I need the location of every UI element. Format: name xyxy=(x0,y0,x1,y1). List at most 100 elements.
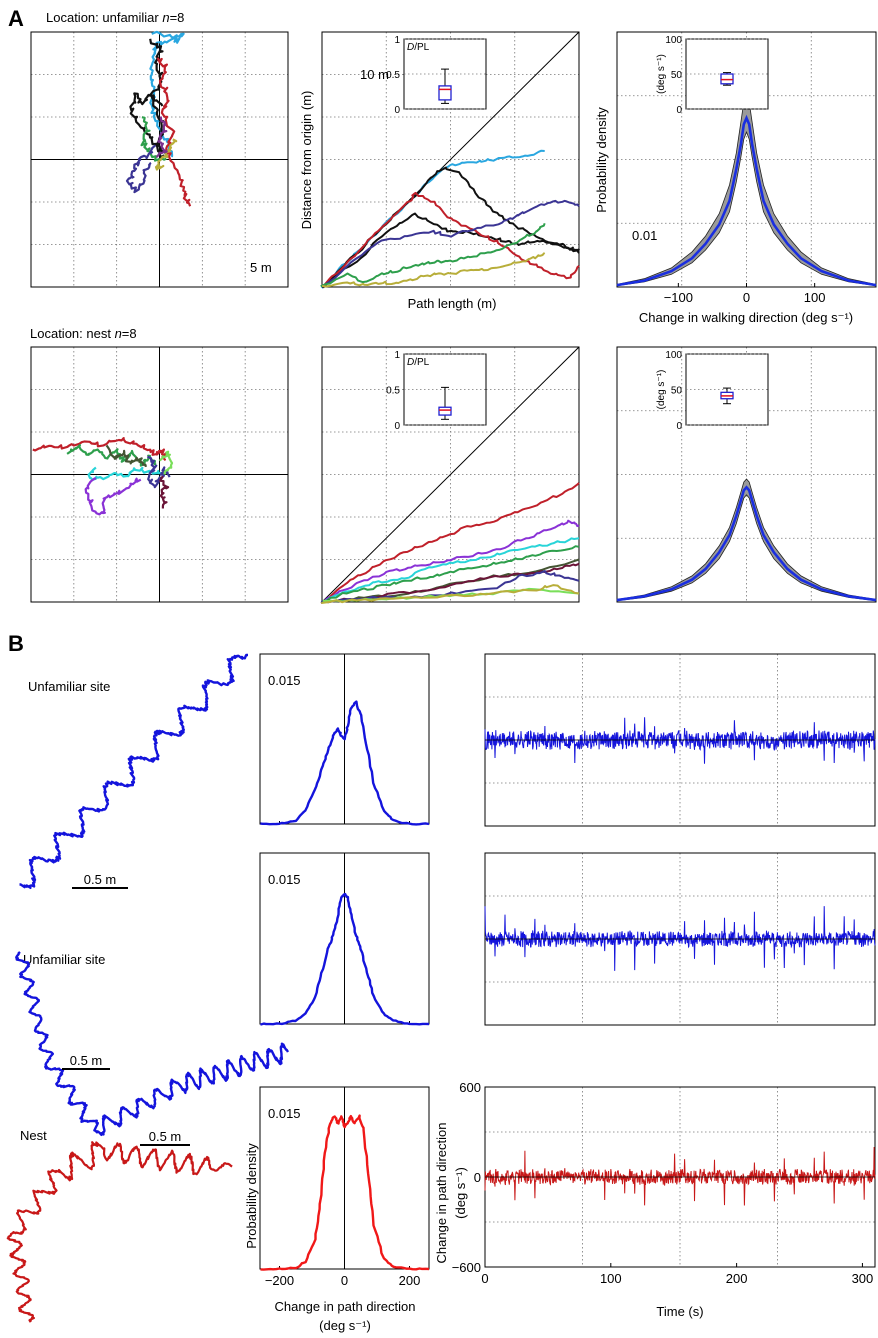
track-3-6 xyxy=(159,475,170,510)
inset-dpl-nest-title: D/PL xyxy=(407,357,430,368)
inset-dpl-unf-ytick: 0 xyxy=(394,105,400,116)
nest-tracks-plot xyxy=(30,346,289,603)
turn-unf-xtick: 100 xyxy=(804,290,826,305)
track-0-7 xyxy=(156,116,168,158)
track-3-4 xyxy=(84,477,142,516)
nest-displacement-plot xyxy=(320,346,580,604)
disp-4-3 xyxy=(322,545,580,604)
displacement-ylabel: Distance from origin (m) xyxy=(299,91,314,230)
turning-mean-2 xyxy=(616,114,877,287)
turning-ylabel: Probability density xyxy=(594,107,609,213)
turning-xlabel: Change in walking direction (deg s⁻¹) xyxy=(639,310,853,325)
inset-turn-nest-ytick: 0 xyxy=(676,421,682,432)
disp-1-3 xyxy=(322,191,580,288)
disp-1-6 xyxy=(321,252,546,288)
b-ts-xtick: 0 xyxy=(481,1271,488,1286)
b-ts-xtick: 100 xyxy=(600,1271,622,1286)
inset-turn-unf-ytick: 100 xyxy=(665,35,682,46)
inset-turn-nest-ytick: 50 xyxy=(671,386,683,397)
track-3-7 xyxy=(159,450,174,475)
inset-dpl-nest-title-rest: /PL xyxy=(414,357,429,368)
displacement-scalebar: 10 m xyxy=(360,67,389,82)
b-row3-density-scale: 0.015 xyxy=(268,1106,301,1121)
b-density-xtick: 0 xyxy=(341,1273,348,1288)
turning-mean-5 xyxy=(616,485,877,602)
track-0-4 xyxy=(140,116,167,162)
turn-unf-xtick: 0 xyxy=(743,290,750,305)
unfamiliar-title: Location: unfamiliar n=8 xyxy=(46,10,184,25)
b-path-tracings xyxy=(6,653,290,1323)
track-0-2 xyxy=(129,92,165,159)
inset-dpl-unf-title: D/PL xyxy=(407,42,430,53)
b-timeseries-ylabel: Change in path direction xyxy=(434,1123,449,1264)
b-timeseries-xlabel: Time (s) xyxy=(656,1304,703,1319)
disp-1-4 xyxy=(321,199,580,288)
b-row3-label: Nest xyxy=(20,1128,47,1143)
b-row1-label: Unfamiliar site xyxy=(28,679,110,694)
track-3-1 xyxy=(66,444,157,467)
inset-turn-unf-ytick: 0 xyxy=(676,105,682,116)
inset-turn-nest-ylabel: (deg s⁻¹) xyxy=(656,370,667,410)
turn-unf-xtick: −100 xyxy=(664,290,693,305)
b-row1-path xyxy=(19,653,248,889)
b-row2-path xyxy=(15,951,290,1136)
displacement-xlabel: Path length (m) xyxy=(408,296,497,311)
nest-turning-inset: 0 50 100 (deg s⁻¹) xyxy=(656,350,769,432)
track-3-0 xyxy=(32,437,167,461)
b-density-xtick: 200 xyxy=(399,1273,421,1288)
b-timeseries-ylabel-unit: (deg s⁻¹) xyxy=(453,1167,468,1219)
turning-band-2 xyxy=(616,94,877,287)
b-ts-trace-1 xyxy=(484,906,876,971)
turning-band-5 xyxy=(616,478,877,602)
b-row1-scalebar: 0.5 m xyxy=(84,872,117,887)
inset-dpl-nest-ytick: 0.5 xyxy=(386,386,400,397)
inset-turn-nest-ytick: 100 xyxy=(665,350,682,361)
unfamiliar-tracks-plot xyxy=(30,30,289,288)
b-ts-xtick: 200 xyxy=(726,1271,748,1286)
disp-4-0 xyxy=(320,482,580,604)
b-row1-density-scale: 0.015 xyxy=(268,673,301,688)
inset-dpl-nest-title-d: D xyxy=(407,357,414,368)
b-density-curve-2 xyxy=(260,1114,430,1271)
disp-nest-frame xyxy=(321,346,580,603)
b-density-curve-1 xyxy=(260,892,430,1026)
b-row2-scalebar: 0.5 m xyxy=(70,1053,103,1068)
b-density-xlabel-unit: (deg s⁻¹) xyxy=(319,1318,371,1333)
inset-dpl-unf-ytick: 1 xyxy=(394,35,400,46)
turn-nest-frame xyxy=(616,346,877,603)
unfamiliar-turning-plot: −100 0 100 xyxy=(616,31,877,305)
inset-dpl-nest-ytick: 1 xyxy=(394,350,400,361)
track-0-5 xyxy=(154,138,178,171)
inset-dpl-nest-box xyxy=(438,406,452,416)
b-ts-ytick: −600 xyxy=(452,1260,481,1275)
disp-4-2 xyxy=(320,537,580,604)
b-density-ylabel: Probability density xyxy=(244,1143,259,1249)
b-row3-scalebar: 0.5 m xyxy=(149,1129,182,1144)
inset-dpl-unf-title-d: D xyxy=(407,42,414,53)
inset-dpl-nest-ytick: 0 xyxy=(394,421,400,432)
unfamiliar-turning-inset: 0 50 100 (deg s⁻¹) xyxy=(656,35,769,116)
track-0-6 xyxy=(125,144,157,194)
b-ts-ytick: 0 xyxy=(474,1170,481,1185)
inset-turn-unf-ylabel: (deg s⁻¹) xyxy=(656,54,667,94)
turning-scalebar: 0.01 xyxy=(632,228,657,243)
disp-4-8 xyxy=(321,584,580,604)
panel-label-a: A xyxy=(8,6,24,31)
b-row2-label: Unfamiliar site xyxy=(23,952,105,967)
panel-label-b: B xyxy=(8,631,24,656)
nest-title: Location: nest n=8 xyxy=(30,326,137,341)
disp-unf-frame xyxy=(321,31,580,288)
b-density-xlabel: Change in path direction xyxy=(275,1299,416,1314)
track-0-0 xyxy=(149,30,185,158)
inset-dpl-unf-box xyxy=(438,85,452,101)
b-ts-ytick: 600 xyxy=(459,1080,481,1095)
track-3-5 xyxy=(146,455,171,489)
b-row2-density-scale: 0.015 xyxy=(268,872,301,887)
b-density-plots: −200 0 200 xyxy=(259,653,430,1288)
track-3-2 xyxy=(105,444,147,468)
inset-dpl-unf-ytick: 0.5 xyxy=(386,70,400,81)
disp-nest-unity xyxy=(321,346,580,603)
track-3-3 xyxy=(87,466,162,481)
